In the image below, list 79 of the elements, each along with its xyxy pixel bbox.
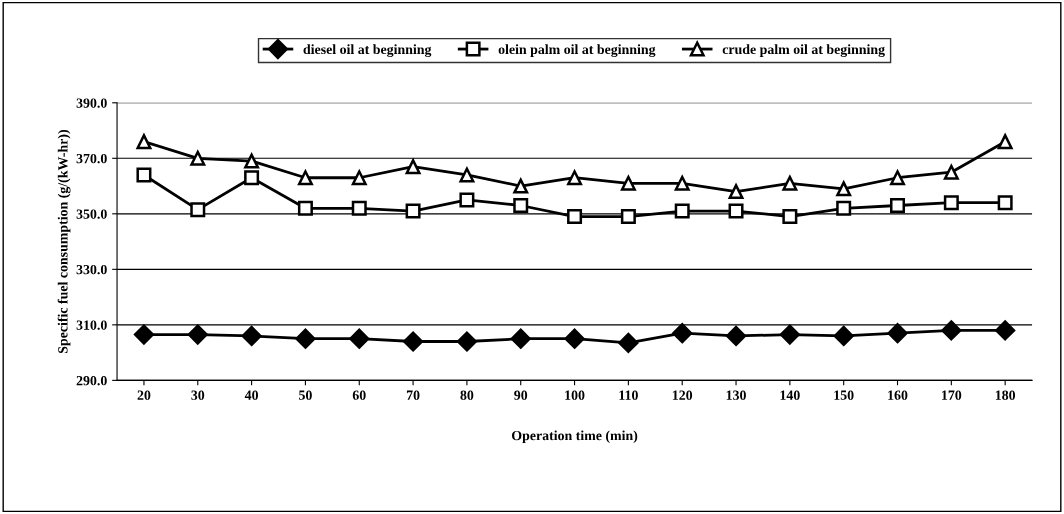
y-tick-label: 330.0: [76, 264, 107, 275]
point: [674, 203, 690, 219]
point: [405, 159, 421, 175]
point: [187, 324, 208, 345]
point: [725, 325, 747, 347]
point: [456, 331, 477, 352]
point: [349, 328, 370, 349]
point: [190, 202, 206, 218]
x-tick-label: 180: [995, 390, 1016, 400]
y-tick-label: 310.0: [76, 320, 107, 330]
y-tick-label: 290.0: [76, 375, 107, 386]
x-tick-label: 90: [514, 390, 528, 400]
y-axis-title: Specific fuel consumption (g/(kW-hr)): [57, 129, 71, 354]
x-tick-label: 50: [299, 390, 312, 400]
x-tick-label: 170: [942, 390, 962, 400]
x-axis-title: Operation time (min): [511, 430, 638, 444]
x-tick-label: 120: [672, 390, 693, 400]
point: [402, 331, 424, 352]
point: [782, 175, 798, 191]
point: [674, 175, 690, 191]
point: [190, 150, 206, 166]
point: [405, 203, 421, 219]
point: [782, 209, 798, 225]
x-tick-label: 140: [780, 390, 800, 400]
y-tick-label: 390.0: [76, 98, 107, 108]
y-tick-label: 350.0: [76, 209, 107, 219]
point: [672, 323, 693, 344]
point: [297, 170, 313, 186]
x-tick-label: 60: [352, 390, 366, 400]
point: [351, 170, 367, 186]
point: [241, 325, 262, 347]
point: [510, 328, 531, 349]
point: [351, 200, 367, 216]
point: [620, 175, 636, 191]
point: [997, 134, 1013, 150]
point: [836, 200, 852, 216]
point: [136, 167, 152, 183]
point: [459, 167, 475, 183]
point: [833, 325, 854, 347]
point: [564, 328, 585, 349]
point: [943, 164, 959, 180]
point: [728, 184, 744, 200]
x-tick-label: 160: [888, 390, 908, 400]
point: [887, 323, 908, 344]
point: [567, 170, 583, 186]
point: [997, 195, 1013, 211]
point: [728, 203, 744, 219]
legend-label: diesel oil at beginning: [303, 44, 432, 57]
point: [513, 178, 529, 194]
point: [244, 170, 260, 186]
point: [459, 192, 475, 208]
point: [890, 170, 906, 186]
point: [836, 181, 852, 197]
x-tick-label: 40: [244, 390, 259, 400]
point: [943, 195, 959, 211]
point: [779, 324, 800, 345]
x-tick-label: 80: [460, 390, 474, 400]
x-tick-label: 110: [619, 390, 638, 400]
point: [297, 200, 313, 216]
point: [567, 209, 583, 225]
point: [941, 320, 962, 341]
point: [618, 332, 639, 353]
legend-label: crude palm oil at beginning: [722, 44, 885, 57]
point: [136, 134, 152, 150]
x-tick-label: 150: [834, 390, 854, 400]
point: [295, 328, 316, 349]
legend-label: olein palm oil at beginning: [498, 44, 656, 57]
point: [995, 320, 1016, 341]
x-tick-label: 100: [565, 390, 585, 400]
x-tick-label: 70: [406, 390, 420, 400]
x-tick-label: 20: [137, 390, 151, 400]
x-tick-label: 130: [726, 390, 746, 400]
point: [244, 153, 260, 169]
point: [133, 324, 155, 345]
x-tick-label: 30: [191, 390, 205, 400]
point: [620, 209, 636, 225]
point: [890, 198, 906, 213]
point: [513, 198, 529, 213]
y-tick-label: 370.0: [76, 153, 107, 164]
